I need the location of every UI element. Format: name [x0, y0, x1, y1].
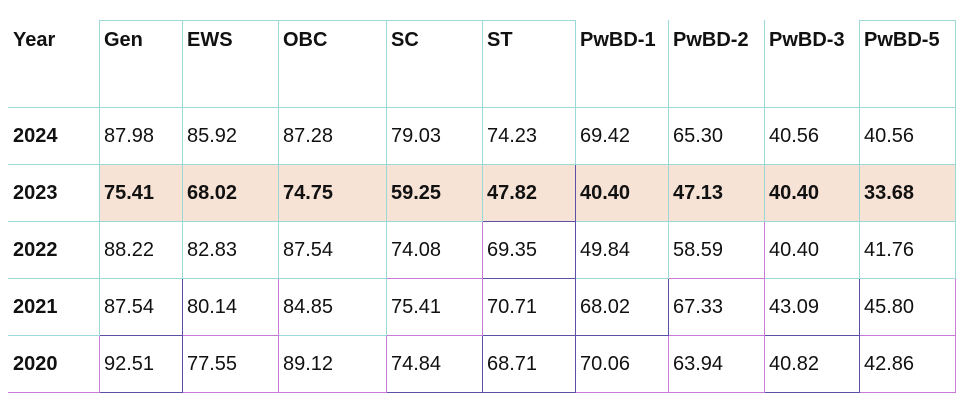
cell-obc: 84.85	[278, 278, 387, 336]
cell-pwbd-1: 40.40	[575, 164, 669, 222]
cell-pwbd-5: 45.80	[859, 278, 956, 336]
cutoff-table: Year Gen EWS OBC SC ST PwBD-1 PwBD-2 PwB…	[8, 20, 956, 393]
cell-gen: 87.54	[99, 278, 183, 336]
cell-gen: 92.51	[99, 335, 183, 393]
cell-pwbd-5: 42.86	[859, 335, 956, 393]
cell-pwbd-1: 69.42	[575, 107, 669, 165]
header-gen: Gen	[99, 20, 183, 108]
row-year: 2022	[8, 221, 100, 279]
cell-pwbd-2: 65.30	[668, 107, 765, 165]
cell-pwbd-5: 41.76	[859, 221, 956, 279]
header-pwbd-3: PwBD-3	[764, 20, 860, 108]
row-year: 2021	[8, 278, 100, 336]
header-pwbd-5: PwBD-5	[859, 20, 956, 108]
cell-st: 69.35	[482, 221, 576, 279]
table-row: 2024 87.98 85.92 87.28 79.03 74.23 69.42…	[8, 107, 956, 165]
cell-sc: 59.25	[386, 164, 483, 222]
cell-gen: 87.98	[99, 107, 183, 165]
cell-pwbd-1: 68.02	[575, 278, 669, 336]
cell-obc: 89.12	[278, 335, 387, 393]
cell-gen: 88.22	[99, 221, 183, 279]
row-year: 2024	[8, 107, 100, 165]
header-sc: SC	[386, 20, 483, 108]
table-row: 2022 88.22 82.83 87.54 74.08 69.35 49.84…	[8, 221, 956, 279]
cell-st: 47.82	[482, 164, 576, 222]
header-ews: EWS	[182, 20, 279, 108]
row-year: 2023	[8, 164, 100, 222]
row-year: 2020	[8, 335, 100, 393]
header-pwbd-2: PwBD-2	[668, 20, 765, 108]
cell-pwbd-5: 33.68	[859, 164, 956, 222]
cell-sc: 79.03	[386, 107, 483, 165]
table-header-row: Year Gen EWS OBC SC ST PwBD-1 PwBD-2 PwB…	[8, 20, 956, 108]
cell-pwbd-3: 40.56	[764, 107, 860, 165]
cell-ews: 80.14	[182, 278, 279, 336]
cell-st: 74.23	[482, 107, 576, 165]
cell-pwbd-3: 40.82	[764, 335, 860, 393]
cell-ews: 77.55	[182, 335, 279, 393]
table-row: 2021 87.54 80.14 84.85 75.41 70.71 68.02…	[8, 278, 956, 336]
cell-pwbd-2: 58.59	[668, 221, 765, 279]
table-row-highlighted: 2023 75.41 68.02 74.75 59.25 47.82 40.40…	[8, 164, 956, 222]
cell-pwbd-5: 40.56	[859, 107, 956, 165]
table-row: 2020 92.51 77.55 89.12 74.84 68.71 70.06…	[8, 335, 956, 393]
cell-pwbd-1: 49.84	[575, 221, 669, 279]
cell-ews: 82.83	[182, 221, 279, 279]
cutoff-table-container: Year Gen EWS OBC SC ST PwBD-1 PwBD-2 PwB…	[8, 20, 956, 393]
cell-obc: 87.54	[278, 221, 387, 279]
cell-pwbd-3: 43.09	[764, 278, 860, 336]
header-obc: OBC	[278, 20, 387, 108]
cell-st: 70.71	[482, 278, 576, 336]
cell-pwbd-2: 67.33	[668, 278, 765, 336]
header-year: Year	[8, 20, 100, 108]
cell-gen: 75.41	[99, 164, 183, 222]
cell-pwbd-2: 63.94	[668, 335, 765, 393]
cell-sc: 74.84	[386, 335, 483, 393]
cell-st: 68.71	[482, 335, 576, 393]
cell-ews: 68.02	[182, 164, 279, 222]
header-st: ST	[482, 20, 576, 108]
cell-pwbd-3: 40.40	[764, 221, 860, 279]
cell-pwbd-3: 40.40	[764, 164, 860, 222]
cell-sc: 75.41	[386, 278, 483, 336]
cell-sc: 74.08	[386, 221, 483, 279]
cell-ews: 85.92	[182, 107, 279, 165]
cell-obc: 87.28	[278, 107, 387, 165]
header-pwbd-1: PwBD-1	[575, 20, 669, 108]
cell-pwbd-2: 47.13	[668, 164, 765, 222]
cell-pwbd-1: 70.06	[575, 335, 669, 393]
cell-obc: 74.75	[278, 164, 387, 222]
